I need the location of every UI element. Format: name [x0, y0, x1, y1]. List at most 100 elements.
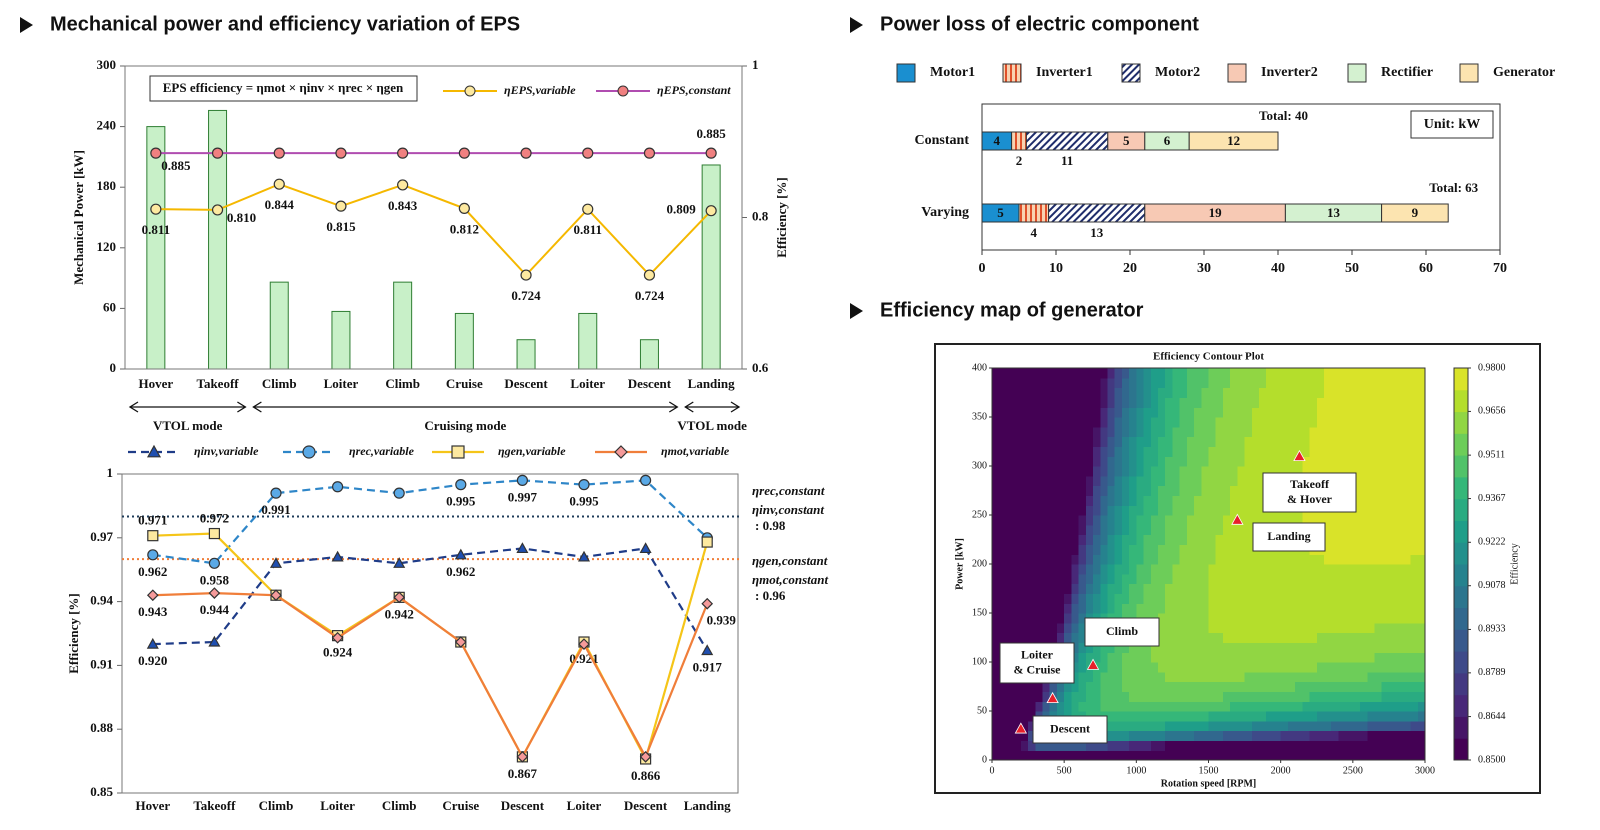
contour-cell [1244, 377, 1253, 389]
contour-cell [1273, 368, 1282, 379]
colorbar-tick-label: 0.9656 [1478, 406, 1506, 417]
contour-cell [1100, 417, 1109, 428]
contour-cell [1165, 701, 1174, 712]
contour-cell [1403, 417, 1412, 428]
contour-cell [1093, 466, 1101, 477]
total-label: Total: 40 [1259, 108, 1308, 123]
contour-cell [1006, 750, 1015, 761]
contour-cell [1396, 377, 1404, 389]
colorbar-band [1454, 433, 1468, 456]
contour-cell [1215, 456, 1224, 467]
contour-cell [1316, 377, 1325, 389]
contour-cell [1078, 377, 1087, 389]
contour-cell [1381, 583, 1390, 594]
x-tick-label: Climb [259, 798, 294, 813]
contour-cell [1042, 573, 1051, 585]
contour-cell [1100, 652, 1109, 663]
contour-cell [1150, 642, 1159, 653]
contour-cell [1410, 475, 1419, 487]
contour-cell [1121, 730, 1130, 741]
y-tick-label: 60 [103, 299, 116, 314]
contour-cell [1013, 554, 1022, 565]
contour-cell [1230, 397, 1238, 408]
contour-cell [1035, 613, 1044, 624]
bar [269, 281, 289, 370]
contour-cell [1266, 720, 1275, 732]
marker [150, 203, 162, 215]
contour-cell [1237, 701, 1246, 712]
contour-cell [1157, 485, 1166, 496]
contour-cell [1121, 495, 1130, 506]
contour-cell [1179, 534, 1188, 545]
contour-cell [1374, 505, 1383, 516]
contour-cell [1035, 505, 1044, 516]
contour-cell [1266, 740, 1275, 751]
contour-cell [1201, 603, 1210, 614]
contour-cell [1093, 505, 1101, 516]
colorbar-label: Efficiency [1509, 543, 1520, 584]
contour-cell [1367, 701, 1376, 712]
contour-cell [1215, 691, 1224, 702]
contour-cell [1316, 593, 1325, 604]
contour-cell [1280, 593, 1289, 604]
contour-cell [1287, 652, 1296, 663]
contour-cell [1028, 466, 1036, 477]
contour-cell [1150, 495, 1159, 506]
data-label: 4 [1031, 225, 1038, 240]
contour-cell [1042, 554, 1051, 565]
contour-cell [1157, 397, 1166, 408]
contour-cell [1100, 456, 1109, 467]
contour-cell [1085, 475, 1094, 487]
contour-cell [1222, 613, 1231, 624]
contour-cell [1251, 711, 1260, 722]
contour-cell [1165, 662, 1174, 673]
contour-cell [1020, 740, 1029, 751]
contour-cell [1410, 426, 1419, 438]
contour-cell [1121, 740, 1130, 751]
contour-cell [1266, 691, 1275, 702]
contour-cell [1403, 642, 1412, 653]
contour-cell [1208, 417, 1217, 428]
contour-cell [1121, 407, 1130, 418]
contour-cell [1266, 730, 1275, 741]
contour-cell [1367, 720, 1376, 732]
contour-cell [1352, 436, 1361, 447]
contour-cell [1064, 368, 1072, 379]
x-tick-label: Cruise [446, 376, 483, 391]
contour-cell [1396, 436, 1404, 447]
contour-cell [1323, 397, 1332, 408]
contour-cell [1360, 515, 1368, 526]
contour-cell [1295, 671, 1303, 683]
contour-cell [1230, 534, 1238, 545]
y-tick-label: 150 [972, 607, 987, 618]
contour-cell [1165, 593, 1174, 604]
contour-cell [1215, 711, 1224, 722]
contour-cell [1114, 456, 1123, 467]
contour-cell [1157, 603, 1166, 614]
contour-cell [1338, 466, 1347, 477]
contour-cell [1049, 436, 1058, 447]
contour-cell [1157, 632, 1166, 643]
legend-marker [302, 445, 316, 459]
contour-cell [1056, 740, 1065, 751]
contour-cell [1331, 701, 1339, 712]
contour-cell [1071, 368, 1080, 379]
contour-cell [1222, 593, 1231, 604]
contour-cell [1360, 417, 1368, 428]
contour-cell [1186, 515, 1195, 526]
contour-cell [1309, 573, 1318, 585]
contour-cell [1266, 554, 1275, 565]
bar-segment [1018, 203, 1050, 223]
contour-cell [1230, 407, 1238, 418]
contour-cell [1107, 436, 1116, 447]
x-tick-label: 1500 [1199, 765, 1219, 776]
contour-cell [1309, 407, 1318, 418]
contour-cell [1172, 407, 1181, 418]
contour-cell [1352, 671, 1361, 683]
contour-cell [1381, 711, 1390, 722]
contour-cell [1194, 691, 1202, 702]
contour-cell [1056, 417, 1065, 428]
contour-cell [1309, 740, 1318, 751]
contour-cell [1396, 466, 1404, 477]
contour-cell [1403, 495, 1412, 506]
